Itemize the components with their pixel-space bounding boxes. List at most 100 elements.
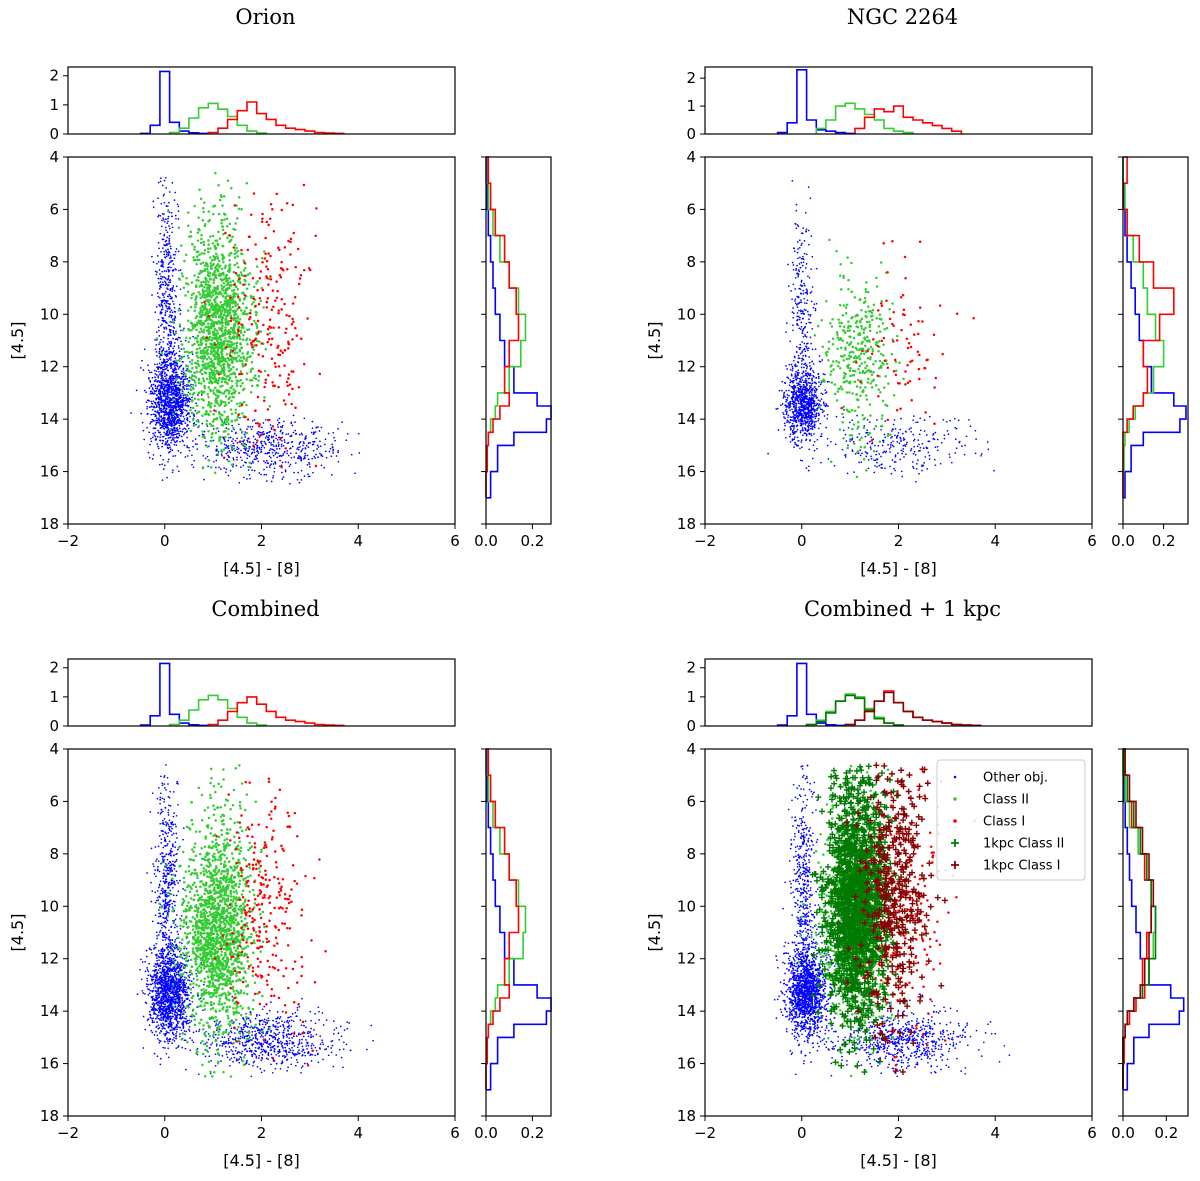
- data-point: [255, 265, 259, 268]
- data-point: [891, 435, 893, 438]
- data-point: [222, 448, 226, 452]
- data-point: [172, 337, 174, 340]
- data-point: [242, 312, 246, 315]
- data-point: [319, 452, 321, 455]
- data-point: [211, 263, 215, 267]
- data-point: [157, 429, 159, 432]
- data-point: [228, 222, 232, 226]
- data-point: [185, 276, 188, 280]
- data-point: [169, 450, 172, 453]
- data-point: [236, 293, 240, 297]
- data-point: [217, 450, 220, 453]
- data-point: [183, 259, 186, 263]
- data-point: [205, 357, 209, 361]
- data-point: [287, 373, 291, 376]
- data-point: [287, 239, 290, 243]
- data-point: [298, 457, 301, 460]
- data-point: [249, 477, 251, 480]
- data-point: [891, 430, 893, 432]
- data-point: [878, 453, 881, 455]
- data-point: [798, 327, 801, 330]
- data-point: [185, 378, 187, 380]
- data-point: [260, 446, 263, 449]
- data-point: [225, 283, 228, 287]
- data-point: [240, 207, 243, 211]
- data-point: [250, 428, 253, 431]
- data-point: [209, 349, 213, 353]
- data-point: [227, 374, 230, 378]
- data-point: [243, 297, 247, 300]
- data-point: [808, 318, 810, 320]
- data-point: [141, 421, 144, 424]
- data-point: [240, 274, 244, 277]
- data-point: [788, 421, 791, 424]
- data-point: [794, 300, 796, 302]
- data-point: [810, 342, 812, 345]
- data-point: [204, 371, 208, 375]
- data-point: [275, 296, 279, 299]
- data-point: [158, 463, 161, 466]
- data-point: [227, 418, 230, 421]
- data-point: [843, 409, 845, 411]
- data-point: [165, 327, 168, 330]
- data-point: [235, 360, 239, 363]
- data-point: [252, 348, 256, 352]
- data-point: [797, 225, 800, 228]
- data-point: [213, 330, 216, 334]
- data-point: [184, 253, 188, 257]
- data-point: [230, 412, 234, 416]
- data-point: [165, 425, 167, 428]
- data-point: [227, 254, 231, 257]
- data-point: [198, 253, 201, 257]
- data-point: [300, 432, 303, 435]
- data-point: [158, 296, 161, 299]
- data-point: [826, 437, 829, 440]
- data-point: [320, 454, 323, 457]
- data-point: [223, 410, 226, 414]
- data-point: [889, 465, 891, 468]
- data-point: [249, 390, 253, 394]
- top-hist-frame: [67, 66, 456, 135]
- data-point: [303, 442, 305, 445]
- data-point: [145, 391, 147, 394]
- data-point: [207, 301, 211, 304]
- data-point: [785, 408, 787, 411]
- data-point: [798, 346, 800, 349]
- data-point: [899, 438, 902, 440]
- data-point: [174, 253, 176, 256]
- data-point: [190, 293, 194, 297]
- data-point: [164, 244, 167, 246]
- data-point: [273, 428, 277, 432]
- data-point: [245, 306, 248, 310]
- data-point: [203, 269, 207, 272]
- data-point: [168, 390, 170, 392]
- data-point: [335, 455, 338, 457]
- data-point: [817, 404, 820, 407]
- data-point: [809, 197, 812, 200]
- data-point: [180, 340, 182, 343]
- data-point: [250, 384, 254, 388]
- data-point: [162, 468, 165, 470]
- data-point: [223, 332, 227, 335]
- data-point: [165, 422, 167, 424]
- data-point: [175, 352, 178, 355]
- data-point: [278, 447, 281, 450]
- data-point: [333, 436, 335, 439]
- data-point: [802, 289, 805, 292]
- data-point: [154, 311, 157, 314]
- data-point: [163, 411, 166, 414]
- data-point: [232, 388, 235, 391]
- data-point: [180, 412, 182, 415]
- data-point: [203, 390, 206, 393]
- data-point: [238, 359, 241, 362]
- data-point: [805, 434, 808, 437]
- data-point: [142, 369, 145, 371]
- data-point: [220, 293, 223, 296]
- data-point: [271, 289, 275, 292]
- data-point: [276, 289, 279, 293]
- panel-title: NGC 2264: [847, 5, 958, 29]
- data-point: [807, 469, 810, 472]
- data-point: [159, 439, 161, 442]
- data-point: [174, 315, 176, 318]
- data-point: [215, 445, 218, 448]
